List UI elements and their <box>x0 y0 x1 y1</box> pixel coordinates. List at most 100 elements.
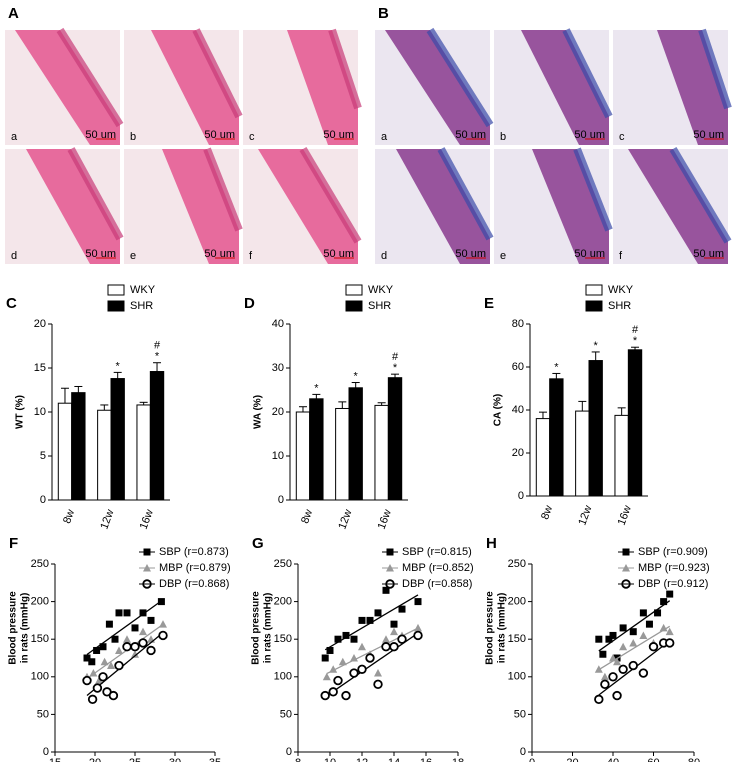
point <box>146 645 156 656</box>
tile-label: f <box>249 250 253 262</box>
point <box>158 630 168 641</box>
x-tick-label: 16w <box>138 508 156 531</box>
legend-swatch <box>345 300 363 312</box>
tissue-edge <box>56 27 124 128</box>
point <box>349 668 359 678</box>
point <box>381 642 391 652</box>
tile-label: d <box>381 250 387 262</box>
point <box>350 635 358 643</box>
y-tick-label: 250 <box>274 558 292 570</box>
point <box>115 646 123 654</box>
tissue-band <box>26 149 120 264</box>
scale-bar: 50 um <box>693 129 724 141</box>
point <box>105 620 113 628</box>
y-tick-label: 20 <box>34 318 46 330</box>
point <box>131 650 139 658</box>
y-axis-title: CA (%) <box>493 394 504 426</box>
y-tick-label: 60 <box>512 361 524 373</box>
x-tick-label: 80 <box>688 757 700 762</box>
point <box>342 631 350 639</box>
legend-label: SHR <box>130 300 153 312</box>
legend-swatch <box>107 300 125 312</box>
legend-label: MBP (r=0.852) <box>402 562 474 574</box>
y-tick-label: 150 <box>508 633 526 645</box>
point <box>612 690 622 701</box>
point <box>390 627 398 636</box>
scale-bar: 50 um <box>455 129 486 141</box>
tile-label: f <box>619 250 623 262</box>
x-tick-label: 12w <box>98 508 116 531</box>
legend-label: DBP (r=0.868) <box>159 578 229 590</box>
tissue-edge <box>192 28 243 119</box>
point <box>638 668 649 678</box>
point <box>618 664 628 674</box>
fit-line <box>326 627 419 675</box>
scale-bar: 50 um <box>85 248 116 260</box>
legend-label: DBP (r=0.858) <box>402 578 472 590</box>
point <box>413 630 423 641</box>
y-tick-label: 20 <box>272 406 284 418</box>
tile-label: d <box>11 250 17 262</box>
point <box>338 657 347 666</box>
x-tick-label: 60 <box>647 757 659 762</box>
y-tick-label: 100 <box>274 671 292 683</box>
point <box>600 679 610 690</box>
scale-bar: 50 um <box>323 248 354 260</box>
point <box>322 672 331 681</box>
point <box>130 642 140 652</box>
significance: # <box>154 340 161 352</box>
tile-label: e <box>500 250 506 262</box>
point <box>659 623 668 632</box>
bar <box>97 409 112 501</box>
x-tick-label: 14 <box>388 757 400 762</box>
tissue-edge <box>573 147 613 232</box>
significance: * <box>393 362 398 374</box>
tissue-edge <box>328 28 362 110</box>
y-axis-title: Blood pressure <box>8 591 19 665</box>
legend-label: WKY <box>608 284 634 296</box>
point <box>92 683 103 693</box>
point <box>139 609 147 617</box>
point <box>600 672 609 681</box>
tissue-edge <box>562 28 613 119</box>
bar <box>575 410 590 497</box>
x-tick-label: 8 <box>295 757 301 762</box>
x-tick-label: 40 <box>607 757 619 762</box>
x-tick-label: 16w <box>376 508 394 531</box>
bar <box>149 371 165 501</box>
bar <box>387 377 403 501</box>
tissue-band <box>162 149 239 264</box>
legend-label: MBP (r=0.879) <box>159 562 231 574</box>
y-axis-title: Blood pressure <box>251 591 262 665</box>
point <box>83 654 91 662</box>
panel-label: B <box>378 5 389 22</box>
y-tick-label: 50 <box>37 708 49 720</box>
y-tick-label: 10 <box>272 450 284 462</box>
scale-bar: 50 um <box>323 129 354 141</box>
point <box>320 690 330 701</box>
y-tick-label: 0 <box>278 494 284 506</box>
point <box>398 605 406 613</box>
scale-bar: 50 um <box>693 248 724 260</box>
x-tick-label: 20 <box>89 757 101 762</box>
bar <box>57 402 73 501</box>
point <box>358 642 366 651</box>
point <box>397 634 407 644</box>
tissue-band <box>396 149 490 264</box>
x-tick-label: 18 <box>452 757 464 762</box>
x-tick-label: 12 <box>356 757 368 762</box>
y-axis-title: in rats (mmHg) <box>497 593 508 664</box>
scale-bar: 50 um <box>455 248 486 260</box>
point <box>654 609 662 617</box>
y-tick-label: 0 <box>286 746 292 758</box>
point <box>333 675 343 686</box>
point <box>138 638 148 648</box>
panel-label: G <box>252 535 264 552</box>
point <box>594 665 603 673</box>
bar <box>136 404 151 501</box>
point <box>594 694 604 705</box>
fit-line <box>598 625 671 671</box>
scale-bar: 50 um <box>85 129 116 141</box>
point <box>390 620 398 628</box>
